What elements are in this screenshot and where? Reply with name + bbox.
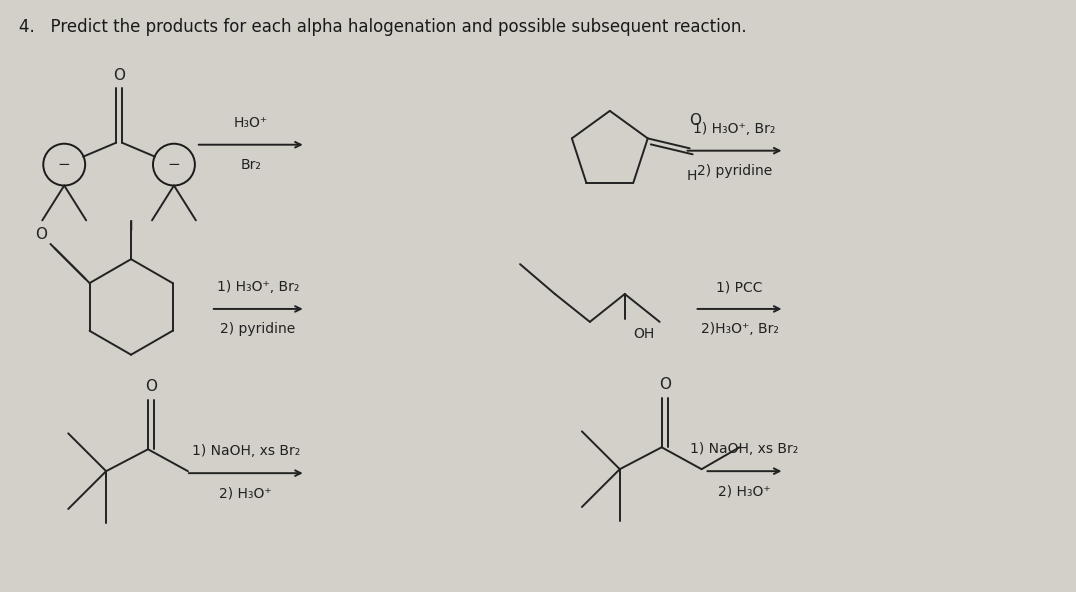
Text: OH: OH xyxy=(633,327,654,341)
Text: O: O xyxy=(689,113,700,128)
Text: H₃O⁺: H₃O⁺ xyxy=(233,116,268,130)
Text: O: O xyxy=(659,377,670,392)
Text: 2) pyridine: 2) pyridine xyxy=(221,322,295,336)
Text: |: | xyxy=(129,219,132,230)
Text: O: O xyxy=(145,379,157,394)
Text: 1) NaOH, xs Br₂: 1) NaOH, xs Br₂ xyxy=(691,442,798,456)
Text: −: − xyxy=(58,157,71,172)
Text: 2)H₃O⁺, Br₂: 2)H₃O⁺, Br₂ xyxy=(700,322,778,336)
Text: 1) H₃O⁺, Br₂: 1) H₃O⁺, Br₂ xyxy=(216,280,299,294)
Text: 2) H₃O⁺: 2) H₃O⁺ xyxy=(220,486,272,500)
Text: 1) PCC: 1) PCC xyxy=(717,280,763,294)
Text: 1) NaOH, xs Br₂: 1) NaOH, xs Br₂ xyxy=(192,444,300,458)
Text: O: O xyxy=(113,67,125,82)
Text: Br₂: Br₂ xyxy=(240,157,261,172)
Text: 2) H₃O⁺: 2) H₃O⁺ xyxy=(718,484,770,498)
Text: 1) H₃O⁺, Br₂: 1) H₃O⁺, Br₂ xyxy=(693,122,776,136)
Text: 2) pyridine: 2) pyridine xyxy=(697,163,773,178)
Text: 4.   Predict the products for each alpha halogenation and possible subsequent re: 4. Predict the products for each alpha h… xyxy=(19,18,747,36)
Text: −: − xyxy=(168,157,181,172)
Text: H: H xyxy=(686,169,697,183)
Text: O: O xyxy=(34,227,46,242)
